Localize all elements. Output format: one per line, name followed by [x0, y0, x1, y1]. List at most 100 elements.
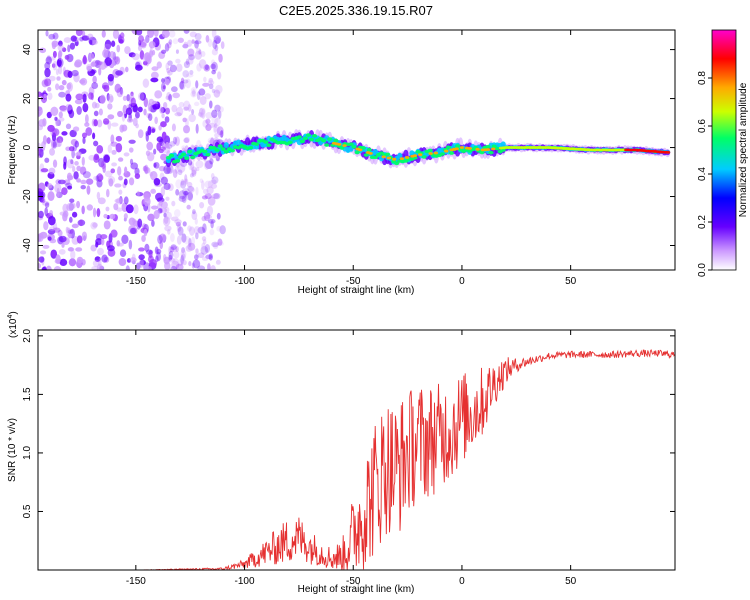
x-tick-label: -150	[126, 276, 146, 287]
noise-blob	[136, 190, 140, 197]
noise-blob	[113, 203, 119, 211]
noise-blob	[171, 260, 180, 270]
noise-blob	[154, 116, 158, 125]
ridge-core-cell	[386, 156, 392, 160]
noise-blob	[63, 156, 67, 166]
noise-blob	[59, 105, 67, 111]
noise-blob	[207, 196, 216, 206]
noise-blob	[85, 178, 94, 185]
noise-blob	[204, 93, 211, 100]
noise-blob	[92, 39, 98, 45]
noise-blob	[67, 247, 74, 252]
noise-blob	[51, 250, 57, 257]
colorbar-tick-label: 0.6	[697, 119, 708, 133]
noise-blob	[76, 106, 82, 115]
ridge-band-cell	[384, 152, 391, 157]
noise-blob	[72, 144, 78, 152]
noise-blob	[174, 219, 182, 225]
ridge-core-cell	[433, 151, 439, 155]
spectrogram-heatmap	[38, 30, 671, 270]
noise-blob	[156, 136, 164, 143]
noise-blob	[158, 124, 162, 131]
noise-blob	[118, 175, 123, 181]
noise-blob	[153, 148, 157, 155]
ridge-band-cell	[394, 161, 400, 166]
noise-blob	[181, 233, 187, 243]
noise-blob	[184, 174, 188, 183]
noise-blob	[188, 237, 192, 248]
noise-blob	[90, 61, 96, 67]
noise-blob	[182, 221, 187, 227]
noise-blob	[156, 61, 162, 69]
noise-blob	[143, 97, 148, 108]
noise-blob	[128, 177, 135, 186]
noise-blob	[40, 168, 49, 173]
noise-blob	[123, 196, 129, 205]
ridge-band-cell	[363, 153, 369, 157]
ridge-band-cell	[211, 146, 217, 150]
noise-blob	[156, 142, 162, 151]
noise-blob	[57, 229, 63, 237]
noise-blob	[172, 169, 178, 178]
noise-blob	[147, 152, 155, 162]
noise-blob	[96, 263, 103, 270]
noise-blob	[153, 162, 160, 169]
noise-blob	[159, 106, 164, 114]
noise-blob	[73, 72, 80, 83]
noise-blob	[76, 235, 83, 244]
x-tick-label: -50	[346, 576, 361, 587]
noise-blob	[88, 92, 94, 100]
noise-blob	[114, 198, 122, 204]
noise-blob	[220, 129, 224, 138]
ridge-core-cell	[459, 146, 465, 149]
noise-blob	[85, 127, 93, 136]
noise-blob	[216, 225, 222, 232]
noise-blob	[104, 170, 113, 178]
noise-blob	[106, 92, 110, 102]
ridge-core-cell	[399, 157, 405, 161]
noise-blob	[180, 77, 185, 84]
noise-blob	[210, 265, 216, 270]
noise-blob	[65, 104, 73, 111]
noise-blob	[130, 162, 139, 170]
noise-blob	[171, 104, 178, 113]
ridge-core-cell	[665, 151, 671, 154]
noise-blob	[202, 223, 207, 234]
noise-blob	[139, 257, 144, 268]
noise-blob	[209, 228, 215, 236]
noise-blob	[115, 143, 123, 153]
noise-blob	[175, 179, 183, 189]
snr-series-line	[38, 349, 675, 570]
noise-blob	[65, 226, 69, 234]
noise-blob	[199, 201, 205, 209]
noise-blob	[57, 138, 62, 148]
noise-blob	[207, 180, 213, 189]
noise-blob	[93, 110, 99, 117]
noise-blob	[194, 50, 202, 60]
noise-blob	[135, 111, 140, 119]
noise-blob	[148, 41, 156, 49]
noise-blob	[178, 80, 186, 90]
noise-blob	[182, 43, 189, 49]
noise-blob	[150, 170, 158, 181]
noise-blob	[65, 182, 73, 188]
noise-blob	[189, 226, 195, 236]
noise-blob	[195, 160, 204, 169]
noise-blob	[147, 125, 152, 136]
noise-blob	[210, 220, 214, 229]
noise-blob	[215, 84, 223, 94]
noise-blob	[81, 231, 88, 241]
noise-blob	[102, 49, 109, 58]
ridge-band-cell	[202, 149, 208, 154]
noise-blob	[203, 64, 211, 72]
colorbar-tick-label: 0.4	[697, 167, 708, 181]
ridge-band-cell	[321, 138, 327, 143]
noise-blob	[214, 104, 221, 112]
noise-blob	[44, 61, 51, 70]
noise-blob	[92, 222, 98, 228]
snr-y-label: SNR (10 * v/v)	[7, 418, 18, 482]
noise-blob	[199, 112, 205, 118]
noise-blob	[111, 162, 118, 167]
noise-blob	[217, 71, 222, 80]
noise-blob	[58, 111, 63, 119]
